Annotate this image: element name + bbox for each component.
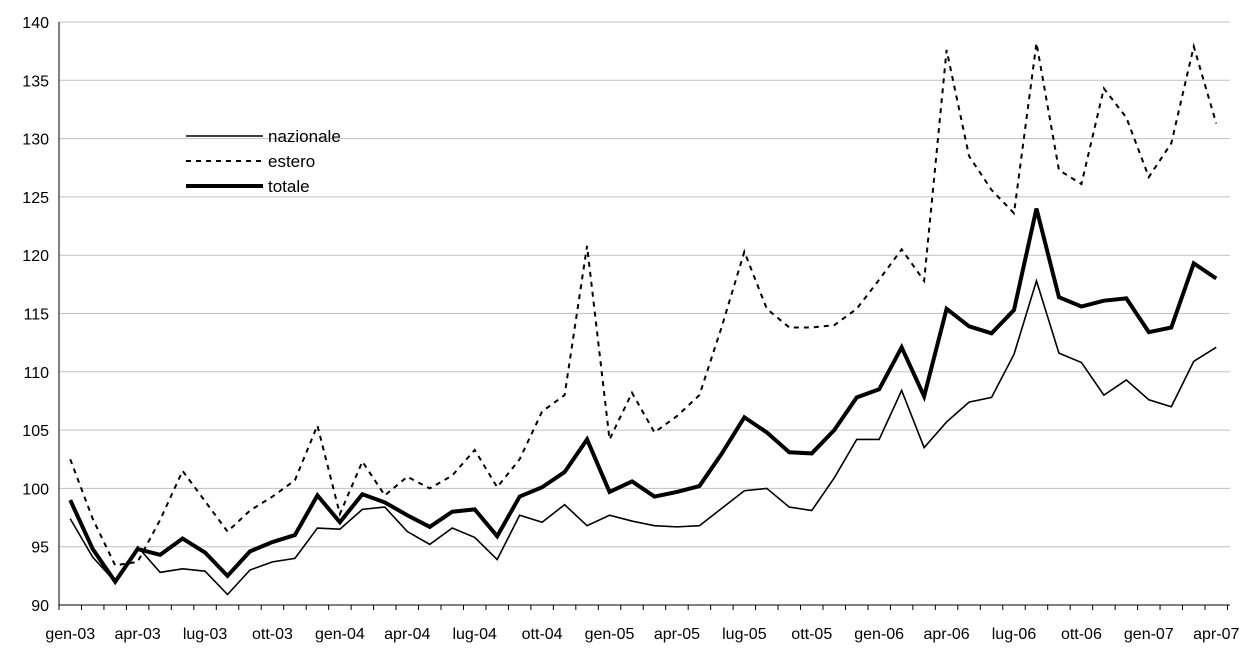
y-tick-label: 110 (23, 365, 49, 382)
x-tick-labels: gen-03 apr-03 lug-03 ott-03 gen-04 apr-04 lug-… (45, 626, 1239, 643)
series-line-totale (68, 208, 1218, 586)
x-tick-label: gen-07 (1124, 626, 1174, 643)
axes (58, 22, 1230, 610)
y-tick-label: 140 (22, 15, 49, 32)
y-tick-label: 100 (22, 481, 49, 498)
y-tick-label: 95 (31, 540, 49, 557)
series-lines (68, 42, 1218, 596)
x-tick-label: lug-04 (452, 626, 497, 643)
y-tick-label: 105 (22, 423, 49, 440)
x-tick-label: ott-05 (791, 626, 832, 643)
x-tick-label: lug-05 (722, 626, 767, 643)
x-tick-label: apr-07 (1193, 626, 1239, 643)
y-tick-label: 135 (22, 73, 49, 90)
x-tick-label: apr-05 (654, 626, 700, 643)
legend-label-nazionale: nazionale (268, 127, 341, 146)
x-tick-label: apr-04 (384, 626, 430, 643)
x-tick-label: gen-06 (854, 626, 904, 643)
y-tick-label: 115 (23, 307, 49, 324)
legend: nazionale estero totale (186, 127, 341, 196)
legend-label-totale: totale (268, 177, 310, 196)
x-tick-label: apr-06 (923, 626, 969, 643)
x-tick-label: ott-03 (252, 626, 293, 643)
x-tick-label: ott-06 (1061, 626, 1102, 643)
y-tick-label: 125 (22, 190, 49, 207)
x-tick-label: lug-06 (992, 626, 1037, 643)
gridlines (59, 21, 1230, 548)
x-tick-label: gen-04 (315, 626, 365, 643)
series-line-nazionale (69, 278, 1217, 596)
x-tick-label: gen-03 (45, 626, 95, 643)
y-tick-label: 120 (22, 248, 49, 265)
y-tick-label: 130 (22, 132, 49, 149)
x-tick-label: gen-05 (585, 626, 635, 643)
legend-label-estero: estero (268, 152, 315, 171)
y-tick-labels: 90 95 100 105 110 115 120 125 130 135 140 (22, 15, 49, 615)
y-tick-label: 90 (31, 598, 49, 615)
x-tick-label: apr-03 (115, 626, 161, 643)
series-line-estero (69, 42, 1218, 567)
x-tick-label: lug-03 (183, 626, 228, 643)
x-tick-label: ott-04 (522, 626, 563, 643)
